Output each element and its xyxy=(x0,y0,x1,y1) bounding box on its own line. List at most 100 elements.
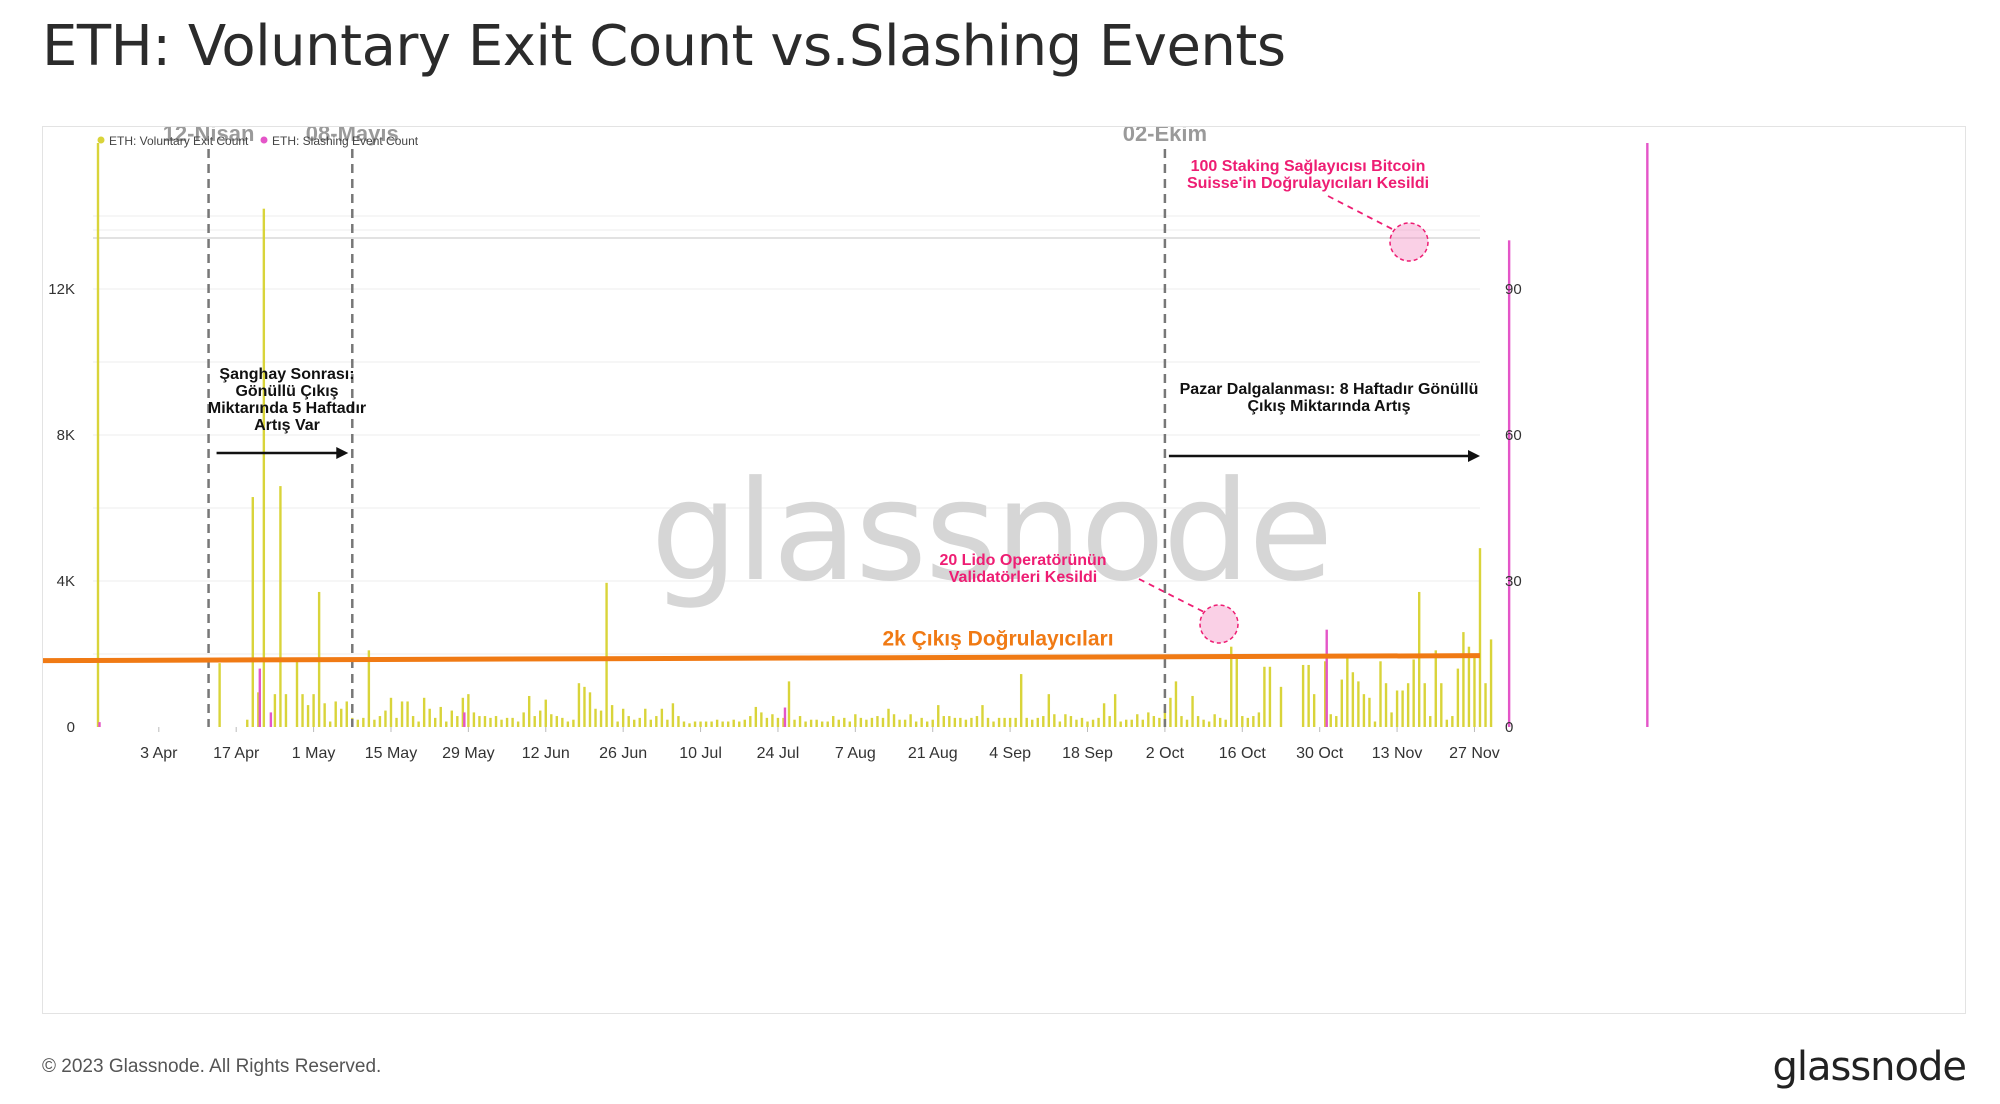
y-left-tick-label: 4K xyxy=(57,573,75,590)
slashing-bar xyxy=(98,722,101,727)
lido-text: 20 Lido Operatörünün xyxy=(939,552,1106,569)
exit-bar xyxy=(594,708,597,727)
exit-bar xyxy=(1136,714,1139,727)
exit-bar xyxy=(489,717,492,727)
exit-bar xyxy=(384,710,387,727)
slashing-bar xyxy=(783,707,787,727)
exit-bar xyxy=(782,717,785,727)
exit-bar xyxy=(406,701,409,727)
exit-bar xyxy=(422,697,426,727)
exit-bar xyxy=(1467,646,1471,727)
exit-bar xyxy=(633,719,636,727)
exit-bar xyxy=(1008,717,1012,727)
exit-bar xyxy=(1174,681,1178,727)
exit-bar xyxy=(970,717,973,727)
exit-bar xyxy=(251,497,254,727)
exit-bar xyxy=(96,143,100,727)
x-tick-label: 10 Jul xyxy=(679,745,722,762)
exit-bar xyxy=(605,582,608,727)
exit-bar xyxy=(1202,719,1205,727)
exit-bar xyxy=(1185,719,1189,727)
exit-bar xyxy=(920,717,923,727)
exit-bar xyxy=(494,716,498,727)
exit-bar xyxy=(279,486,282,727)
exit-bar xyxy=(666,719,669,727)
y-left-tick-label: 8K xyxy=(57,427,75,444)
exit-bar xyxy=(931,719,934,727)
exit-bar xyxy=(1241,716,1244,727)
exit-bar xyxy=(1346,654,1349,727)
exit-bar xyxy=(1191,695,1194,727)
exit-bar xyxy=(1036,717,1039,727)
exit-bar xyxy=(743,719,746,727)
exit-bar xyxy=(1340,679,1343,727)
exit-bar xyxy=(400,701,404,727)
exit-bar xyxy=(937,705,940,727)
exit-bar xyxy=(1351,672,1355,727)
x-tick-label: 13 Nov xyxy=(1372,745,1423,762)
exit-bar xyxy=(483,716,487,727)
exit-bar xyxy=(1102,703,1106,727)
exit-bar xyxy=(704,721,708,727)
exit-bar xyxy=(760,712,763,727)
exit-bar xyxy=(1268,666,1272,727)
exit-bar xyxy=(1489,639,1493,727)
exit-bar xyxy=(804,721,807,727)
exit-bar xyxy=(959,717,962,727)
exit-bar xyxy=(1362,694,1366,727)
exit-bar xyxy=(1218,717,1222,727)
exit-bar xyxy=(1086,721,1089,727)
exit-bar xyxy=(1097,717,1100,727)
exit-bar xyxy=(373,719,376,727)
exit-bar xyxy=(273,694,277,727)
exit-bar xyxy=(754,706,758,727)
exit-bar xyxy=(1180,716,1183,727)
exit-bar xyxy=(1456,668,1460,727)
y-right-tick-label: 90 xyxy=(1505,281,1522,298)
exit-bar xyxy=(1335,716,1338,727)
exit-bar xyxy=(566,721,570,727)
exit-bar xyxy=(395,717,398,727)
exit-bar xyxy=(1301,664,1305,727)
legend-label: ETH: Voluntary Exit Count xyxy=(109,134,249,148)
exit-bar xyxy=(693,721,697,727)
market-arrow-head xyxy=(1468,450,1480,462)
x-tick-label: 12 Jun xyxy=(522,745,570,762)
exit-bar xyxy=(555,716,559,727)
exit-bar xyxy=(1451,716,1454,727)
exit-bar xyxy=(1368,697,1371,727)
exit-bar xyxy=(887,708,890,727)
exit-bar xyxy=(550,714,553,727)
bitcoin-suisse-marker-circle xyxy=(1389,222,1429,262)
exit-bar xyxy=(500,719,503,727)
market-text: Çıkış Miktarında Artış xyxy=(1247,398,1410,415)
exit-bar xyxy=(1279,686,1283,727)
exit-bar xyxy=(257,692,260,727)
bitcoin-suisse-marker-leader xyxy=(1327,195,1395,231)
x-tick-label: 30 Oct xyxy=(1296,745,1344,762)
exit-bar xyxy=(599,710,603,727)
exit-bar xyxy=(428,708,431,727)
exit-bar xyxy=(798,716,802,727)
post-shanghai-text: Artış Var xyxy=(254,417,320,434)
slashing-bar xyxy=(1507,240,1511,727)
exit-bar xyxy=(1473,654,1476,727)
exit-bar xyxy=(1058,721,1062,727)
y-right-tick-label: 0 xyxy=(1505,719,1513,736)
exit-bar xyxy=(511,717,514,727)
exit-bar xyxy=(732,719,735,727)
legend-dot xyxy=(260,136,268,144)
exit-bar xyxy=(295,657,299,727)
exit-bar xyxy=(909,714,912,727)
exit-bar xyxy=(328,721,332,727)
exit-bar xyxy=(1395,690,1399,727)
exit-bar xyxy=(1130,719,1133,727)
post-shanghai-text: Miktarında 5 Haftadır xyxy=(208,400,366,417)
dashed-marker-label: 08-Mayıs xyxy=(306,127,399,146)
exit-bar xyxy=(1141,719,1144,727)
exit-bar xyxy=(1125,719,1128,727)
exit-bar xyxy=(1230,646,1233,727)
exit-bar xyxy=(1207,721,1211,727)
slashing-bar xyxy=(269,712,273,727)
legend-label: ETH: Slashing Event Count xyxy=(272,134,419,148)
